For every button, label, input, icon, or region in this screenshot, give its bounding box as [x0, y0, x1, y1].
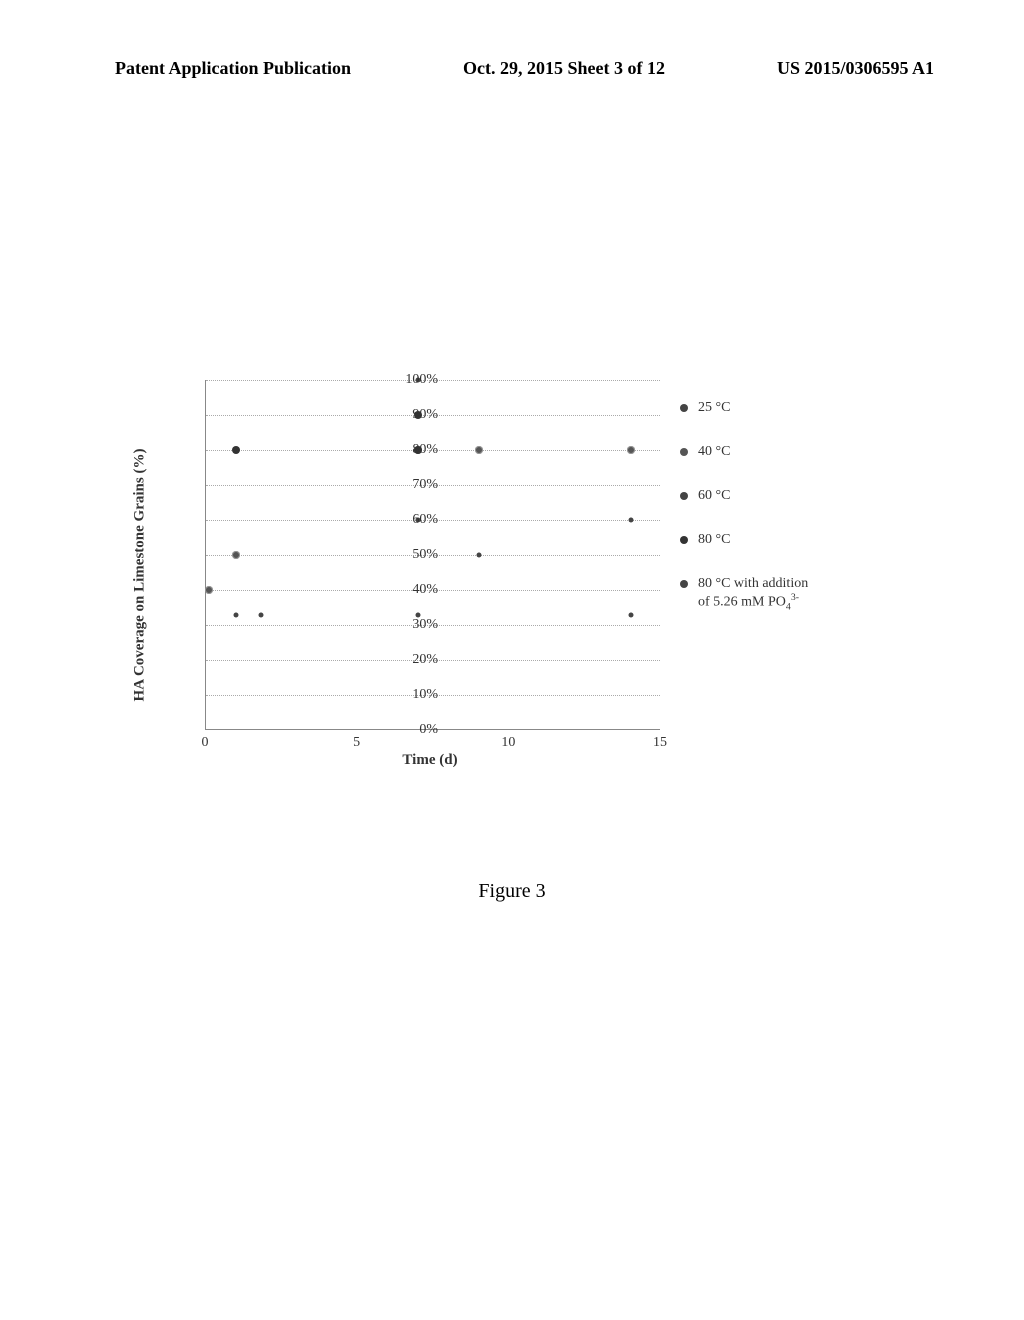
legend-item: 25 °C	[680, 400, 808, 416]
scatter-chart: HA Coverage on Limestone Grains (%) Time…	[150, 370, 900, 780]
y-tick-label: 10%	[412, 687, 438, 703]
legend-marker-icon	[680, 448, 688, 456]
legend-item: 60 °C	[680, 488, 808, 504]
y-tick-label: 40%	[412, 582, 438, 598]
y-axis-label: HA Coverage on Limestone Grains (%)	[132, 449, 149, 702]
header-left: Patent Application Publication	[115, 58, 351, 79]
data-point	[258, 612, 263, 617]
y-tick-label: 30%	[412, 617, 438, 633]
x-tick-label: 10	[501, 735, 515, 751]
data-point	[628, 612, 633, 617]
legend-item: 80 °C with additionof 5.26 mM PO43-	[680, 576, 808, 612]
legend-marker-icon	[680, 404, 688, 412]
figure-caption: Figure 3	[478, 880, 545, 903]
data-point	[628, 518, 633, 523]
x-tick-label: 5	[353, 735, 360, 751]
header-center: Oct. 29, 2015 Sheet 3 of 12	[463, 58, 665, 79]
legend-item: 40 °C	[680, 444, 808, 460]
legend-label: 80 °C with additionof 5.26 mM PO43-	[698, 576, 808, 612]
legend-label: 25 °C	[698, 400, 730, 416]
y-tick-label: 60%	[412, 512, 438, 528]
page-header: Patent Application Publication Oct. 29, …	[0, 58, 1024, 79]
legend-label: 40 °C	[698, 444, 730, 460]
data-point	[205, 586, 213, 594]
legend-marker-icon	[680, 580, 688, 588]
y-tick-label: 20%	[412, 652, 438, 668]
legend-marker-icon	[680, 536, 688, 544]
legend-item: 80 °C	[680, 532, 808, 548]
legend-label: 60 °C	[698, 488, 730, 504]
chart-legend: 25 °C 40 °C 60 °C 80 °C 80 °C with additiono…	[680, 400, 808, 640]
data-point	[627, 446, 635, 454]
legend-marker-icon	[680, 492, 688, 500]
y-tick-label: 70%	[412, 477, 438, 493]
x-tick-label: 15	[653, 735, 667, 751]
y-tick-label: 80%	[412, 442, 438, 458]
data-point	[475, 446, 483, 454]
x-axis-label: Time (d)	[402, 752, 457, 769]
data-point	[234, 612, 239, 617]
x-tick-label: 0	[202, 735, 209, 751]
y-tick-label: 0%	[419, 722, 438, 738]
data-point	[232, 446, 240, 454]
y-tick-label: 100%	[405, 372, 438, 388]
header-right: US 2015/0306595 A1	[777, 58, 934, 79]
y-tick-label: 90%	[412, 407, 438, 423]
data-point	[232, 551, 240, 559]
legend-label: 80 °C	[698, 532, 730, 548]
y-tick-label: 50%	[412, 547, 438, 563]
data-point	[477, 553, 482, 558]
